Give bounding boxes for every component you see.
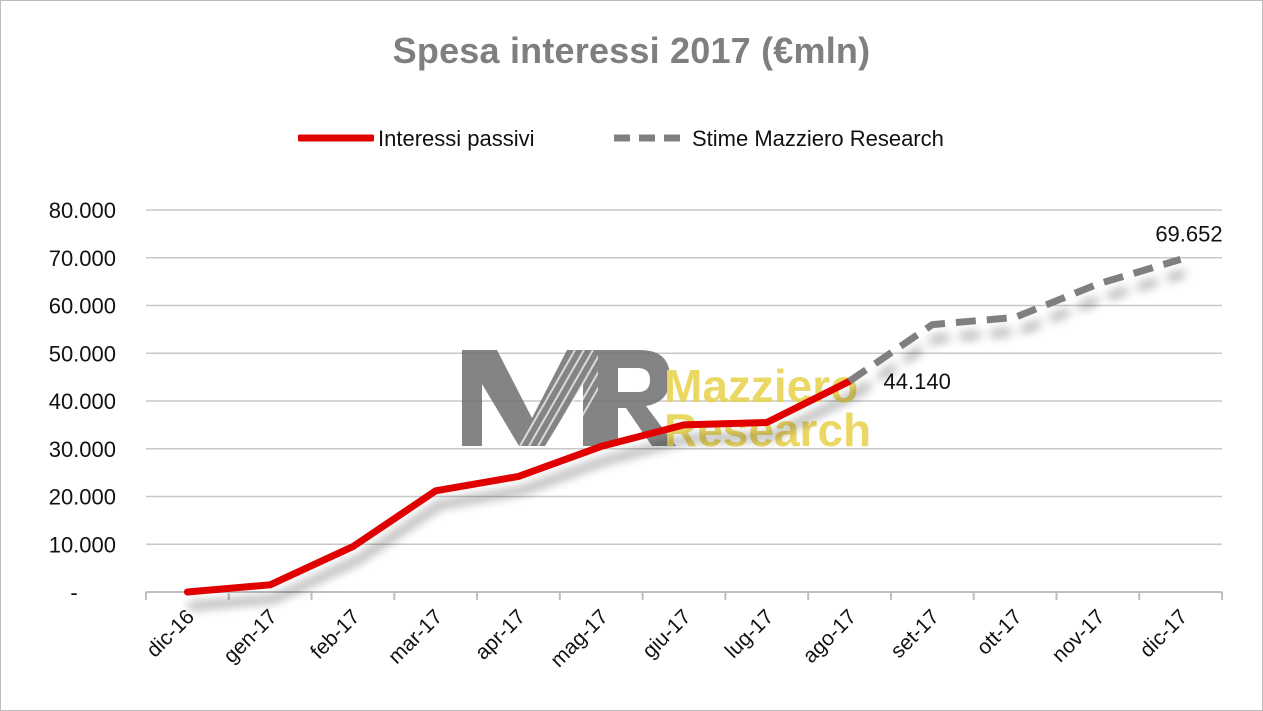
watermark-line2: Research [664, 404, 871, 456]
x-tick-label: giu-17 [638, 605, 696, 663]
series-lines [183, 256, 1182, 596]
legend-item-stime: Stime Mazziero Research [612, 124, 944, 154]
x-tick-label: gen-17 [219, 605, 282, 668]
watermark-line1: Mazziero [664, 360, 858, 412]
data-label: 44.140 [884, 369, 951, 394]
y-tick-label: 20.000 [49, 485, 116, 510]
y-tick-label: 30.000 [49, 437, 116, 462]
y-axis: - 10.000 20.000 30.000 40.000 50.000 60.000 70.… [49, 198, 116, 605]
legend-swatch-solid [298, 134, 374, 142]
y-tick-label: 40.000 [49, 389, 116, 414]
watermark-r-shape [598, 350, 676, 446]
data-label: 69.652 [1155, 221, 1222, 246]
legend-label-interessi-passivi: Interessi passivi [378, 126, 535, 151]
y-tick-label: - [70, 580, 77, 605]
y-tick-label: 10.000 [49, 532, 116, 557]
x-tick-label: ago-17 [799, 605, 862, 668]
y-tick-label: 60.000 [49, 294, 116, 319]
gridlines [146, 209, 1222, 545]
watermark-stripe [528, 349, 585, 447]
x-tick-label: nov-17 [1048, 605, 1110, 667]
chart-legend: Interessi passivi Stime Mazziero Researc… [0, 124, 1263, 154]
x-tick-label: mar-17 [384, 605, 447, 668]
chart-title: Spesa interessi 2017 (€mln) [392, 30, 871, 71]
x-tick-label: feb-17 [306, 605, 364, 663]
y-tick-label: 50.000 [49, 341, 116, 366]
x-tick-label: ott-17 [972, 605, 1026, 659]
legend-item-interessi-passivi: Interessi passivi [298, 124, 535, 154]
x-tick-label: apr-17 [471, 605, 530, 664]
legend-label-stime: Stime Mazziero Research [692, 126, 944, 151]
y-tick-label: 70.000 [49, 246, 116, 271]
legend-swatch-dashed [614, 134, 686, 142]
watermark-stripe [519, 349, 576, 447]
x-tick-label: dic-16 [142, 605, 199, 662]
data-labels: 44.140 69.652 [884, 221, 1223, 394]
x-tick-label: mag-17 [546, 605, 613, 672]
x-tick-label: lug-17 [721, 605, 779, 663]
watermark-mr-mark [462, 349, 676, 447]
x-axis: dic-16 gen-17 feb-17 mar-17 apr-17 mag-17 giu-… [142, 591, 1223, 672]
watermark-m-shape [462, 350, 603, 446]
x-tick-label: set-17 [886, 605, 944, 663]
series-line-interessi-passivi [183, 377, 853, 596]
series-line-stime [847, 256, 1182, 385]
watermark-stripe [537, 349, 594, 447]
x-tick-label: dic-17 [1135, 605, 1192, 662]
watermark-stripe [546, 349, 603, 447]
y-tick-label: 80.000 [49, 198, 116, 223]
